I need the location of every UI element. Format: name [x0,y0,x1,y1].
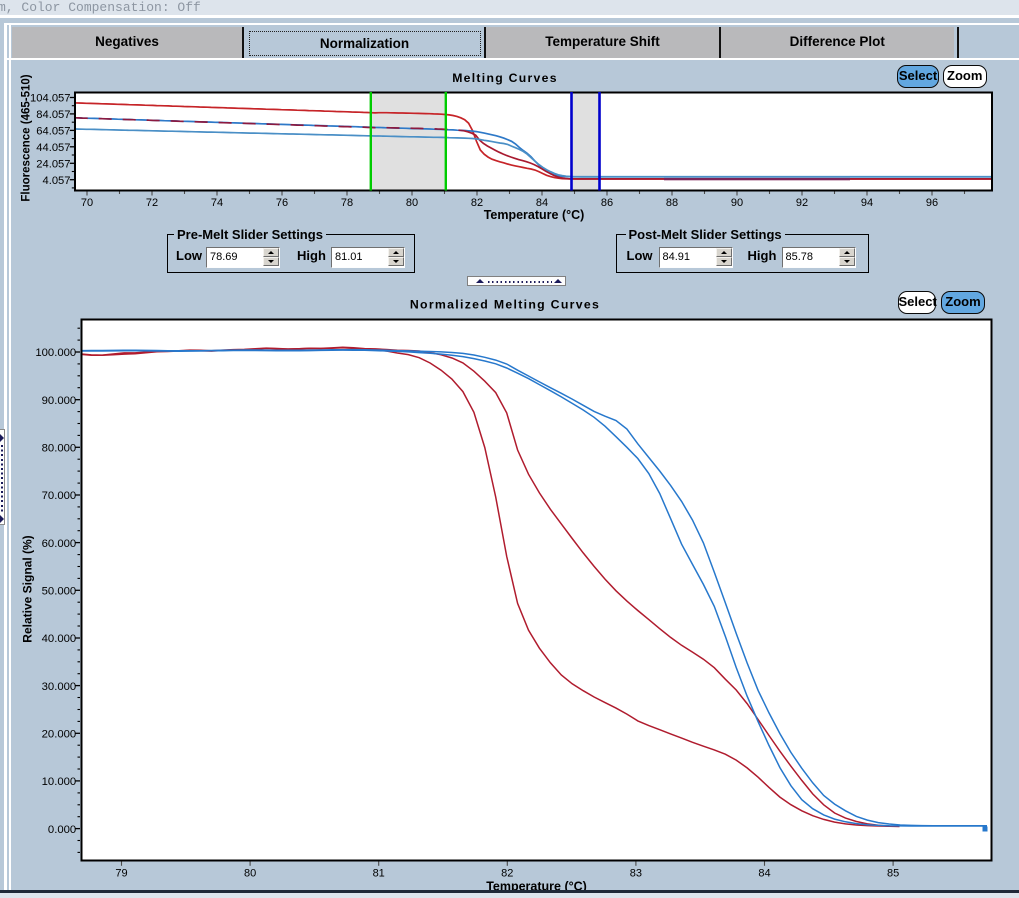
svg-text:10.000: 10.000 [42,776,77,788]
svg-text:86: 86 [601,197,613,209]
svg-text:96: 96 [926,197,938,209]
svg-text:4.057: 4.057 [43,175,71,187]
svg-text:0.000: 0.000 [48,824,76,836]
svg-text:44.057: 44.057 [36,142,70,154]
svg-text:82: 82 [471,197,483,209]
svg-text:40.000: 40.000 [42,633,77,645]
svg-text:82: 82 [501,868,513,880]
svg-text:80: 80 [406,197,418,209]
svg-text:88: 88 [666,197,678,209]
svg-text:72: 72 [146,197,158,209]
svg-text:104.057: 104.057 [30,93,70,105]
svg-text:74: 74 [211,197,223,209]
svg-text:70: 70 [81,197,93,209]
svg-text:100.000: 100.000 [35,347,76,359]
svg-text:Relative Signal (%): Relative Signal (%) [21,535,35,642]
svg-text:76: 76 [276,197,288,209]
svg-text:83: 83 [630,868,642,880]
svg-text:Fluorescence (465-510): Fluorescence (465-510) [21,74,33,201]
svg-text:80.000: 80.000 [42,443,77,455]
svg-text:50.000: 50.000 [42,586,77,598]
svg-text:94: 94 [861,197,873,209]
svg-text:60.000: 60.000 [42,538,77,550]
svg-text:79: 79 [115,868,127,880]
svg-text:Temperature (°C): Temperature (°C) [484,208,585,222]
svg-text:85: 85 [887,868,899,880]
svg-text:90.000: 90.000 [42,395,77,407]
svg-text:81: 81 [373,868,385,880]
svg-text:84: 84 [758,868,770,880]
svg-text:84: 84 [536,197,548,209]
svg-text:Melting Curves: Melting Curves [452,71,558,85]
svg-text:80: 80 [244,868,256,880]
svg-text:30.000: 30.000 [42,681,77,693]
svg-text:90: 90 [731,197,743,209]
svg-text:92: 92 [796,197,808,209]
svg-text:20.000: 20.000 [42,728,77,740]
svg-text:84.057: 84.057 [36,109,70,121]
svg-text:64.057: 64.057 [36,126,70,138]
svg-text:70.000: 70.000 [42,490,77,502]
svg-text:Normalized Melting Curves: Normalized Melting Curves [410,298,600,312]
svg-text:24.057: 24.057 [36,158,70,170]
svg-text:78: 78 [341,197,353,209]
